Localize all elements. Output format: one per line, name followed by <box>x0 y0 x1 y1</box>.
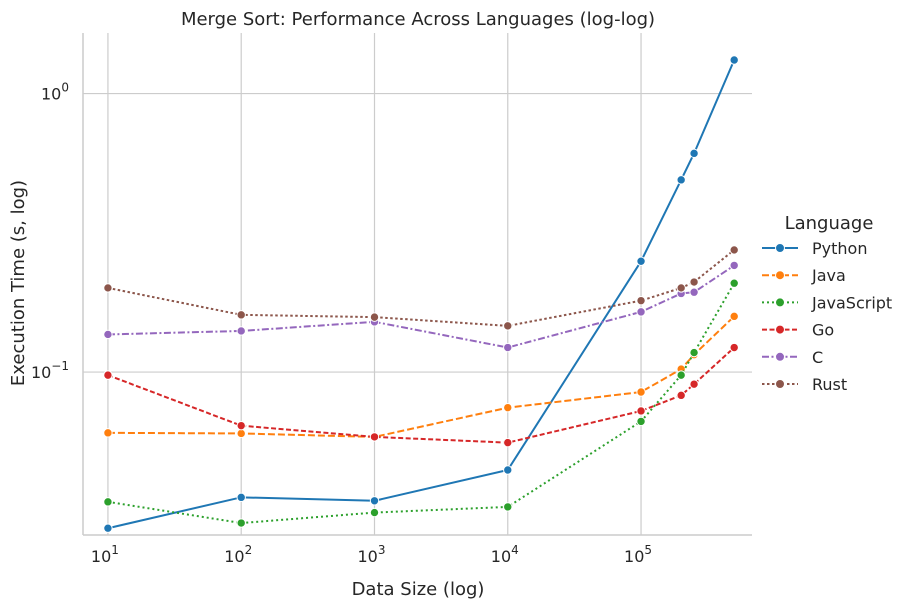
legend-title: Language <box>785 213 874 234</box>
legend-label: C <box>812 348 823 367</box>
data-point <box>729 245 739 255</box>
data-point <box>236 326 246 336</box>
legend-label: Java <box>811 266 846 285</box>
data-point <box>636 387 646 397</box>
data-point <box>369 432 380 442</box>
data-point <box>103 370 113 380</box>
data-point <box>369 507 380 518</box>
legend-item-javascript: JavaScript <box>762 293 892 312</box>
data-point <box>103 283 113 293</box>
data-point <box>369 312 380 322</box>
data-point <box>103 428 113 438</box>
chart-title: Merge Sort: Performance Across Languages… <box>181 9 655 30</box>
series-c <box>103 260 739 353</box>
data-point <box>729 311 739 322</box>
series-python <box>103 55 739 533</box>
data-point <box>236 428 246 439</box>
data-point <box>676 390 686 401</box>
grid <box>83 33 752 535</box>
data-point <box>636 256 646 266</box>
data-point <box>689 287 699 297</box>
data-point <box>676 175 686 185</box>
x-tick-label: 101 <box>91 543 119 566</box>
data-point <box>103 523 113 533</box>
data-point <box>503 502 513 512</box>
data-point <box>729 278 739 288</box>
legend-label: JavaScript <box>811 293 892 312</box>
data-point <box>729 342 739 353</box>
data-point <box>503 342 513 353</box>
x-tick-label: 103 <box>357 543 385 566</box>
legend-item-rust: Rust <box>762 375 847 394</box>
data-point <box>236 492 246 503</box>
data-point <box>103 497 113 507</box>
legend-item-go: Go <box>762 321 834 340</box>
data-point <box>689 277 699 287</box>
legend-marker <box>775 324 785 335</box>
data-point <box>236 420 246 431</box>
data-point <box>236 518 246 528</box>
data-point <box>636 295 646 306</box>
legend-marker <box>775 351 785 362</box>
y-tick-label: 10−1 <box>31 359 69 382</box>
y-tick-label: 100 <box>41 81 69 104</box>
legend-label: Python <box>812 239 867 258</box>
legend-item-c: C <box>762 348 823 367</box>
x-axis-label: Data Size (log) <box>352 579 485 600</box>
series-line <box>107 282 736 525</box>
series-rust <box>103 245 739 331</box>
data-point <box>369 496 380 506</box>
legend-marker <box>775 379 785 389</box>
axes <box>82 33 752 536</box>
legend: Language Python Java JavaScript Go C Rust <box>762 213 892 394</box>
data-point <box>103 329 113 340</box>
x-tick-label: 105 <box>624 543 652 566</box>
data-point <box>636 406 646 416</box>
legend-marker <box>775 297 785 308</box>
legend-label: Rust <box>812 375 847 394</box>
series-line <box>107 315 735 438</box>
data-point <box>676 370 686 380</box>
series-javascript <box>103 278 739 528</box>
data-point <box>689 379 699 389</box>
series-lines <box>103 55 739 533</box>
tick-labels: 101 102 103 104 105 10−1 100 <box>31 81 652 566</box>
x-tick-label: 104 <box>491 543 519 566</box>
legend-label: Go <box>812 321 834 340</box>
data-point <box>636 416 646 427</box>
legend-item-java: Java <box>762 266 846 285</box>
data-point <box>729 55 739 65</box>
data-point <box>503 437 513 448</box>
data-point <box>636 307 646 317</box>
legend-marker <box>775 243 785 253</box>
data-point <box>689 347 699 358</box>
data-point <box>689 148 699 159</box>
data-point <box>729 260 739 271</box>
series-line <box>107 264 735 349</box>
legend-item-python: Python <box>762 239 867 258</box>
data-point <box>676 283 686 293</box>
y-axis-label: Execution Time (s, log) <box>8 180 29 386</box>
legend-marker <box>775 270 785 281</box>
data-point <box>236 310 246 320</box>
series-go <box>103 342 739 448</box>
data-point <box>503 402 513 413</box>
data-point <box>503 465 513 475</box>
data-point <box>503 321 513 331</box>
x-tick-label: 102 <box>224 543 252 566</box>
series-line <box>107 59 736 530</box>
